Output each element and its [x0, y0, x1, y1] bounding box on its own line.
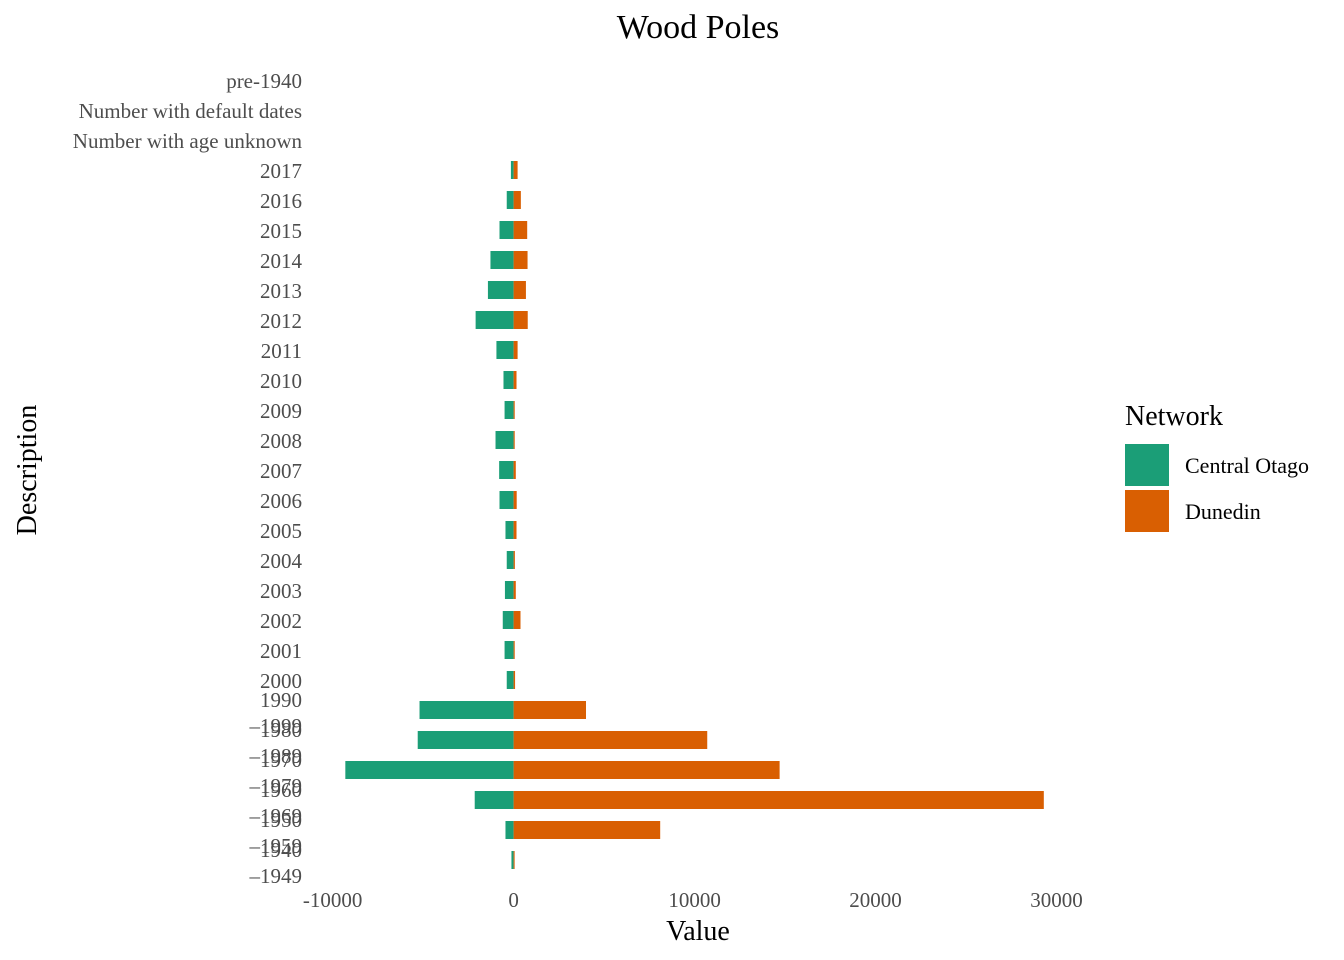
legend-swatch: [1125, 444, 1169, 486]
bar-central-otago: [511, 851, 514, 869]
x-axis-tick-labels: -10000 0 10000 20000 30000: [303, 888, 1083, 912]
y-tick-label: 2017: [260, 159, 302, 183]
bar-dunedin: [513, 401, 515, 419]
y-tick-label: 2009: [260, 399, 302, 423]
bar-central-otago: [499, 461, 514, 479]
y-tick-label: 1940 –1949: [249, 838, 303, 888]
bar-central-otago: [505, 821, 514, 839]
bar-central-otago: [499, 221, 514, 239]
bar-central-otago: [504, 641, 514, 659]
y-tick-label: 2007: [260, 459, 302, 483]
x-tick-label: -10000: [303, 888, 363, 912]
y-tick-label: 2008: [260, 429, 302, 453]
y-tick-label: 1990 –1999: [249, 688, 303, 738]
bar-central-otago: [475, 311, 514, 329]
bar-central-otago: [510, 161, 514, 179]
bar-central-otago: [504, 581, 514, 599]
y-tick-label: 2006: [260, 489, 302, 513]
x-tick-label: 20000: [849, 888, 902, 912]
bar-dunedin: [513, 551, 515, 569]
y-tick-label: 1950 –1959: [249, 808, 303, 858]
bar-dunedin: [513, 641, 515, 659]
bar-dunedin: [513, 161, 518, 179]
bar-dunedin: [513, 491, 517, 509]
bar-dunedin: [513, 221, 528, 239]
y-axis-label: Description: [12, 405, 43, 536]
bar-dunedin: [513, 311, 528, 329]
bars: [345, 161, 1044, 869]
bar-central-otago: [417, 731, 514, 749]
bar-central-otago: [487, 281, 514, 299]
legend-label: Dunedin: [1185, 499, 1261, 524]
y-tick-label: 2011: [261, 339, 302, 363]
bar-central-otago: [496, 341, 514, 359]
bar-central-otago: [345, 761, 514, 779]
bar-dunedin: [513, 371, 517, 389]
y-tick-label: 1960 –1969: [249, 778, 303, 828]
y-tick-label: 2014: [260, 249, 303, 273]
y-tick-label: 2016: [260, 189, 302, 213]
bar-dunedin: [513, 821, 661, 839]
bar-dunedin: [513, 341, 518, 359]
y-tick-label: Number with age unknown: [73, 129, 303, 153]
y-axis-tick-labels: pre-1940 Number with default dates Number …: [73, 69, 303, 888]
legend: Network Central Otago Dunedin: [1125, 401, 1309, 532]
bar-central-otago: [419, 701, 514, 719]
legend-swatch: [1125, 490, 1169, 532]
y-tick-label: 1980 –1989: [249, 718, 303, 768]
bar-dunedin: [513, 701, 586, 719]
y-tick-label: 2013: [260, 279, 302, 303]
bar-central-otago: [474, 791, 514, 809]
bar-central-otago: [505, 521, 514, 539]
bar-dunedin: [513, 281, 526, 299]
bar-central-otago: [502, 611, 514, 629]
bar-central-otago: [499, 491, 514, 509]
y-tick-label: 2004: [260, 549, 303, 573]
bar-dunedin: [513, 671, 516, 689]
chart-title: Wood Poles: [617, 9, 780, 46]
y-tick-label: 2015: [260, 219, 302, 243]
bar-dunedin: [513, 461, 516, 479]
bar-central-otago: [495, 431, 514, 449]
x-tick-label: 30000: [1030, 888, 1083, 912]
x-tick-label: 10000: [668, 888, 721, 912]
y-tick-label: 2000: [260, 669, 302, 693]
bar-central-otago: [504, 401, 514, 419]
legend-title: Network: [1125, 401, 1223, 432]
bar-dunedin: [513, 761, 780, 779]
y-tick-label: pre-1940: [226, 69, 302, 93]
x-axis-label: Value: [666, 916, 730, 947]
y-tick-label: 2003: [260, 579, 302, 603]
y-tick-label: 1970 –1979: [249, 748, 303, 798]
bar-dunedin: [513, 581, 516, 599]
bar-central-otago: [503, 371, 514, 389]
y-tick-label: 2005: [260, 519, 302, 543]
legend-label: Central Otago: [1185, 453, 1309, 478]
bar-dunedin: [513, 431, 515, 449]
y-tick-label: Number with default dates: [79, 99, 302, 123]
bar-dunedin: [513, 611, 521, 629]
bar-central-otago: [506, 551, 514, 569]
bar-central-otago: [506, 671, 514, 689]
bar-dunedin: [513, 191, 521, 209]
y-tick-label: 2010: [260, 369, 302, 393]
bar-dunedin: [513, 791, 1044, 809]
bar-dunedin: [513, 731, 708, 749]
bar-dunedin: [513, 251, 528, 269]
bar-central-otago: [506, 191, 514, 209]
y-tick-label: 2002: [260, 609, 302, 633]
y-tick-label: 2012: [260, 309, 302, 333]
x-tick-label: 0: [508, 888, 519, 912]
bar-dunedin: [513, 851, 515, 869]
bar-central-otago: [490, 251, 514, 269]
bar-dunedin: [513, 521, 517, 539]
y-tick-label: 2001: [260, 639, 302, 663]
